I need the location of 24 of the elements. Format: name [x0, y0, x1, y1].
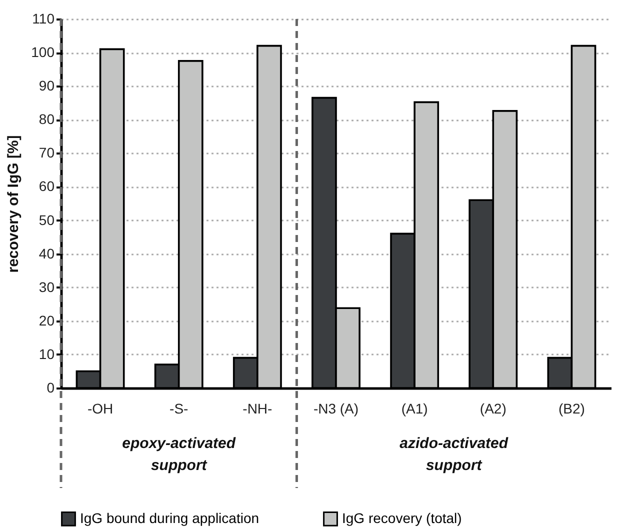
y-tick-label: 110 — [32, 10, 55, 26]
x-tick-label: (A1) — [401, 400, 428, 416]
y-tick-label: 50 — [38, 212, 55, 228]
legend-label: IgG recovery (total) — [342, 510, 462, 526]
text: azido-activated support — [400, 435, 509, 474]
x-tick-label: (B2) — [558, 400, 585, 416]
y-tick-label: 10 — [38, 346, 55, 362]
y-tick-label: 40 — [38, 245, 55, 262]
x-tick-label: -OH — [87, 400, 114, 416]
text: epoxy-activated support — [122, 435, 236, 474]
x-tick-label: -S- — [170, 400, 189, 416]
y-tick-label: 100 — [31, 44, 55, 60]
x-tick-label: -NH- — [242, 400, 273, 416]
legend-label: IgG bound during application — [80, 510, 260, 526]
y-tick-label: 90 — [38, 78, 55, 94]
y-tick-label: 70 — [38, 144, 55, 161]
y-tick-label: 80 — [38, 111, 55, 128]
y-tick-label: 20 — [38, 312, 55, 328]
x-tick-label: (A2) — [480, 400, 506, 416]
y-axis-title: recovery of IgG [%] — [5, 135, 22, 273]
y-tick-label: 60 — [38, 178, 55, 194]
x-tick-label: -N3 (A) — [313, 400, 359, 416]
y-tick-label: 0 — [46, 380, 55, 396]
y-tick-label: 30 — [38, 278, 55, 295]
